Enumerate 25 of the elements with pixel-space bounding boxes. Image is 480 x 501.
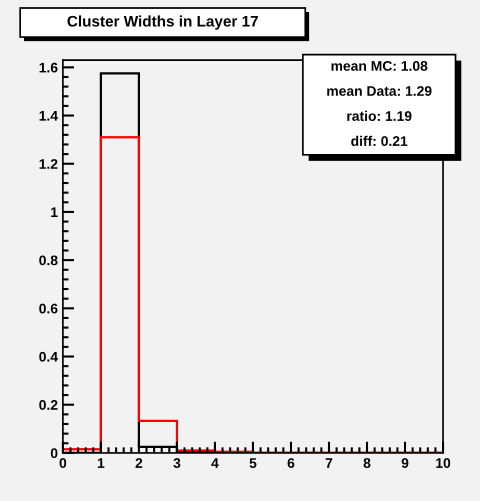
- x-tick-label: 3: [173, 458, 180, 468]
- x-tick-label: 8: [364, 458, 370, 468]
- x-tick-label: 5: [250, 458, 256, 468]
- y-tick-label: 1.2: [40, 159, 58, 169]
- x-tick-label: 6: [288, 458, 294, 468]
- x-tick-label: 9: [402, 458, 408, 468]
- x-tick-label: 4: [211, 458, 219, 468]
- y-tick-label: 1.6: [40, 62, 58, 73]
- y-tick-label: 1: [51, 207, 58, 217]
- x-tick-label: 7: [326, 458, 332, 468]
- chart-title: Cluster Widths in Layer 17: [67, 15, 258, 30]
- x-tick-label: 2: [136, 458, 142, 468]
- annotation: ratio: 1.19: [347, 110, 412, 121]
- annotation: diff: 0.21: [351, 136, 408, 146]
- x-tick-label: 10: [436, 458, 450, 468]
- x-tick-label: 0: [60, 458, 66, 468]
- annotation: mean MC: 1.08: [331, 61, 428, 71]
- y-tick-label: 1.4: [40, 111, 58, 121]
- y-tick-label: 0.4: [39, 352, 58, 362]
- annotation: mean Data: 1.29: [327, 86, 432, 96]
- y-tick-label: 0.2: [39, 400, 58, 410]
- x-tick-label: 1: [98, 458, 104, 468]
- y-tick-label: 0: [50, 448, 58, 458]
- y-tick-label: 0.8: [39, 255, 58, 266]
- y-tick-label: 0.6: [39, 304, 58, 314]
